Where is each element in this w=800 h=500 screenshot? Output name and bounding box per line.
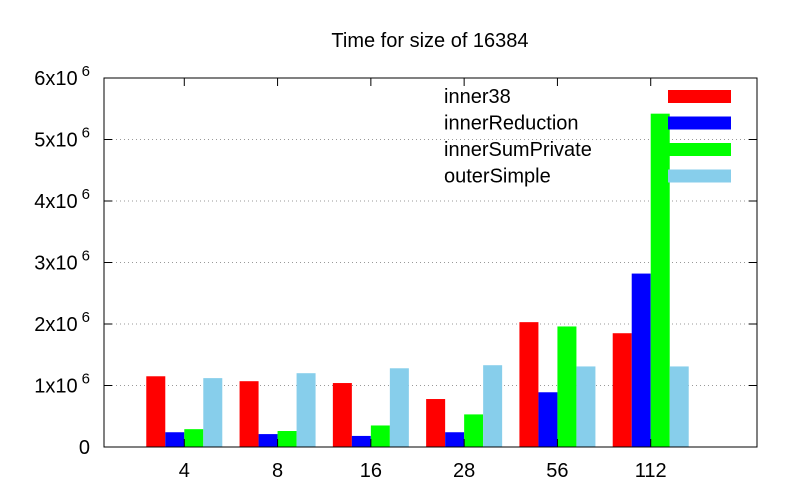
x-tick-label: 8	[272, 460, 283, 482]
y-tick-base: 2x10	[34, 314, 77, 336]
y-tick-labels: 0 1x10 6 2x10 6 3x10 6 4x10 6 5x10 6 6x10 6	[34, 63, 90, 459]
bars	[146, 113, 689, 448]
y-tick-exponent: 6	[82, 63, 90, 80]
y-tick-exponent: 6	[82, 125, 90, 142]
x-tick-label: 4	[179, 460, 190, 482]
y-tick-label: 1x10 6	[34, 371, 90, 398]
y-tick-exponent: 6	[82, 248, 90, 265]
legend-label-innerReduction: innerReduction	[444, 113, 579, 135]
bar-inner38-8	[239, 381, 259, 447]
bar-innerSumPrivate-8	[277, 431, 297, 447]
legend-swatch-innerReduction	[668, 116, 731, 130]
y-tick-label: 2x10 6	[34, 309, 90, 336]
y-tick-base: 0	[79, 437, 90, 459]
y-tick-exponent: 6	[82, 186, 90, 203]
y-tick-base: 3x10	[34, 253, 77, 275]
bar-outerSimple-4	[203, 378, 223, 447]
bar-innerReduction-56	[538, 392, 558, 447]
legend-swatch-innerSumPrivate	[668, 143, 731, 156]
axis-ticks	[104, 77, 757, 448]
bar-innerReduction-8	[258, 434, 278, 447]
y-tick-label: 5x10 6	[34, 125, 90, 152]
legend-label-outerSimple: outerSimple	[444, 166, 551, 188]
bar-innerSumPrivate-56	[557, 326, 577, 447]
y-tick-label: 6x10 6	[34, 63, 90, 90]
y-tick-label: 0	[79, 437, 90, 459]
bar-innerSumPrivate-16	[370, 425, 390, 447]
bar-inner38-28	[426, 399, 446, 447]
bar-inner38-16	[332, 383, 352, 447]
legend-swatch-outerSimple	[668, 169, 731, 183]
bar-inner38-4	[146, 376, 166, 447]
bar-innerSumPrivate-28	[464, 414, 484, 447]
bar-inner38-112	[612, 333, 632, 447]
bar-innerReduction-112	[631, 273, 651, 447]
bar-innerSumPrivate-4	[184, 429, 204, 447]
y-tick-exponent: 6	[82, 309, 90, 326]
y-tick-base: 5x10	[34, 130, 77, 152]
bar-outerSimple-56	[576, 366, 596, 447]
legend: inner38 innerReduction innerSumPrivate oute…	[444, 86, 731, 188]
legend-label-innerSumPrivate: innerSumPrivate	[444, 139, 592, 161]
bar-innerSumPrivate-112	[650, 113, 670, 448]
y-tick-label: 4x10 6	[34, 186, 90, 213]
x-tick-label: 16	[360, 460, 382, 482]
x-tick-label: 28	[453, 460, 475, 482]
bar-outerSimple-28	[483, 365, 503, 447]
chart-title: Time for size of 16384	[331, 30, 528, 52]
y-tick-label: 3x10 6	[34, 248, 90, 275]
bar-innerReduction-16	[351, 435, 371, 447]
x-tick-label: 112	[635, 460, 667, 482]
bar-outerSimple-112	[669, 366, 689, 447]
y-tick-base: 1x10	[34, 376, 77, 398]
bar-innerReduction-4	[165, 432, 185, 447]
x-tick-labels: 4 8 16 28 56 112	[179, 460, 667, 482]
y-tick-base: 4x10	[34, 191, 77, 213]
bar-inner38-56	[519, 322, 539, 447]
y-tick-base: 6x10	[34, 68, 77, 90]
bar-outerSimple-8	[296, 373, 316, 447]
legend-swatch-inner38	[668, 90, 731, 103]
bar-innerReduction-28	[445, 432, 465, 447]
x-tick-label: 56	[546, 460, 568, 482]
y-tick-exponent: 6	[82, 371, 90, 388]
bar-outerSimple-16	[389, 368, 409, 447]
legend-label-inner38: inner38	[444, 86, 511, 108]
